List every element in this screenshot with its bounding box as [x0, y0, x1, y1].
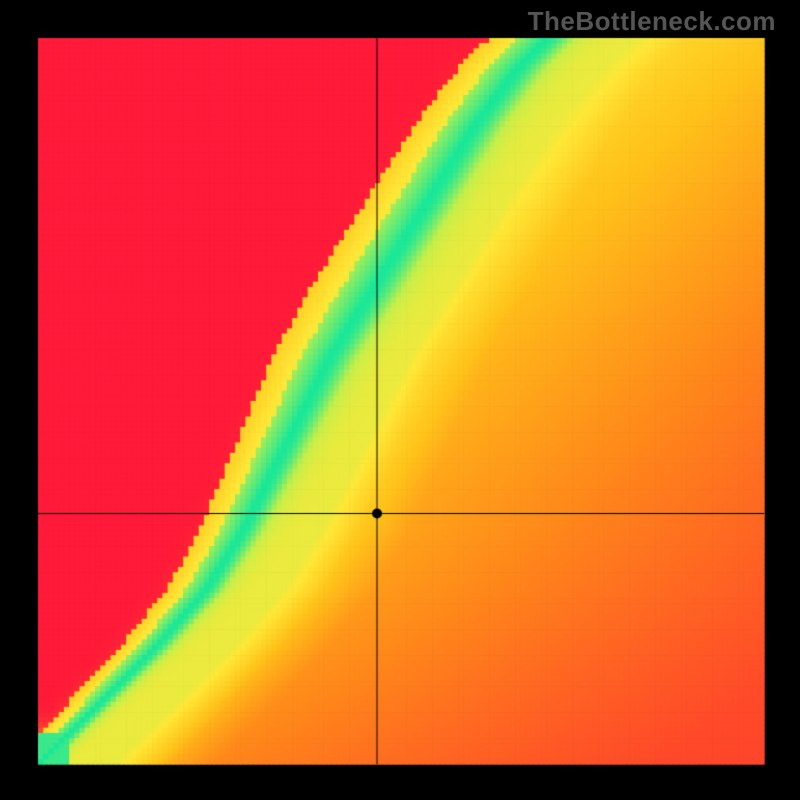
root-container: TheBottleneck.com [0, 0, 800, 800]
attribution-label: TheBottleneck.com [528, 6, 776, 37]
heatmap-canvas [0, 0, 800, 800]
